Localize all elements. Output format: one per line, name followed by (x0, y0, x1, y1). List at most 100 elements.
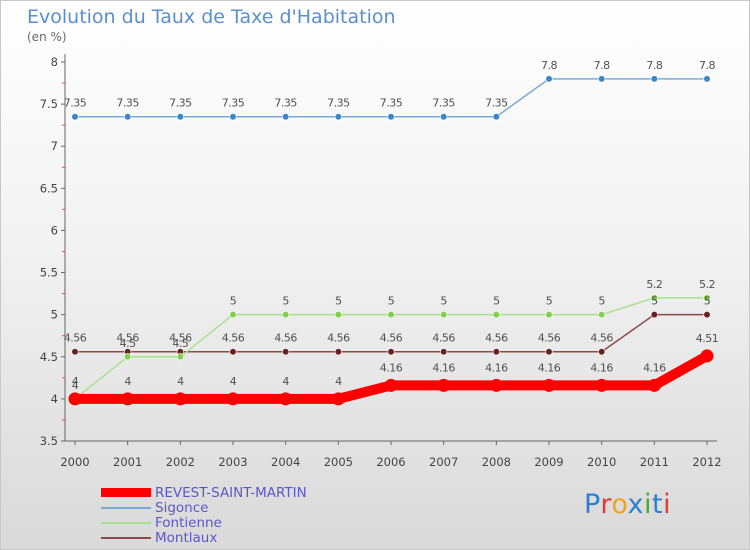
data-point (282, 113, 290, 121)
legend-swatch-sigonce (101, 506, 151, 509)
legend-label-sigonce: Sigonce (155, 499, 209, 516)
data-label: 5 (282, 295, 289, 308)
data-label: 4.16 (538, 361, 561, 374)
data-point (334, 348, 342, 356)
x-tick-label: 2006 (376, 455, 405, 469)
logo-letter: o (611, 489, 628, 520)
data-point (68, 392, 82, 406)
x-tick-label: 2008 (482, 455, 511, 469)
data-label: 4.56 (222, 332, 245, 345)
legend-label-revest: REVEST-SAINT-MARTIN (155, 484, 307, 501)
data-label: 7.35 (327, 97, 350, 110)
data-point (700, 349, 714, 363)
legend-item-fontienne[interactable]: Fontienne (101, 514, 307, 531)
data-point (229, 311, 237, 319)
data-point (124, 113, 132, 121)
x-tick-label: 2003 (218, 455, 247, 469)
legend-swatch-montlaux (101, 536, 151, 539)
logo-letter: t (652, 489, 664, 520)
x-tick-label: 2011 (640, 455, 669, 469)
data-point (282, 311, 290, 319)
data-label: 4 (230, 375, 237, 388)
data-label: 4.56 (590, 332, 613, 345)
data-point (542, 378, 556, 392)
data-point (226, 392, 240, 406)
data-point (492, 348, 500, 356)
data-point (387, 311, 395, 319)
data-point (121, 392, 135, 406)
data-point (440, 311, 448, 319)
y-tick-label: 5 (51, 308, 58, 322)
data-label: 4.16 (590, 361, 613, 374)
logo-letter: i (644, 489, 653, 520)
data-point (71, 348, 79, 356)
data-point (71, 113, 79, 121)
logo-letter: P (584, 489, 601, 520)
y-tick-label: 5.5 (40, 266, 58, 280)
data-point (279, 392, 293, 406)
data-point (176, 353, 184, 361)
data-point (545, 348, 553, 356)
data-label: 4 (72, 379, 79, 392)
data-point (334, 311, 342, 319)
data-point (650, 311, 658, 319)
logo-letter: i (663, 489, 672, 520)
proxiti-logo[interactable]: Proxiti (584, 489, 671, 520)
data-label: 4.5 (172, 337, 188, 350)
data-point (387, 348, 395, 356)
data-label: 5 (546, 295, 553, 308)
data-label: 5 (230, 295, 237, 308)
data-label: 4.16 (643, 361, 666, 374)
y-tick-label: 7.5 (40, 97, 58, 111)
data-point (703, 75, 711, 83)
data-label: 4.16 (485, 361, 508, 374)
data-point (489, 378, 503, 392)
data-label: 4.5 (120, 337, 136, 350)
data-point (384, 378, 398, 392)
x-tick-label: 2002 (166, 455, 195, 469)
data-point (703, 311, 711, 319)
data-point (437, 378, 451, 392)
y-tick-label: 4 (51, 392, 58, 406)
y-tick-label: 6.5 (40, 181, 58, 195)
data-point (331, 392, 345, 406)
data-label: 7.35 (274, 97, 297, 110)
data-label: 7.8 (594, 59, 610, 72)
legend-item-revest[interactable]: REVEST-SAINT-MARTIN (101, 484, 307, 501)
x-tick-label: 2009 (534, 455, 563, 469)
legend-item-montlaux[interactable]: Montlaux (101, 529, 307, 546)
y-tick-label: 6 (51, 223, 58, 237)
data-label: 4.56 (116, 332, 139, 345)
legend-swatch-revest (101, 488, 151, 497)
data-label: 5 (335, 295, 342, 308)
data-point (647, 378, 661, 392)
x-tick-label: 2001 (113, 455, 142, 469)
legend-label-fontienne: Fontienne (155, 514, 222, 531)
data-point (387, 113, 395, 121)
data-point (545, 75, 553, 83)
data-point (229, 348, 237, 356)
legend-item-sigonce[interactable]: Sigonce (101, 499, 307, 516)
data-point (440, 348, 448, 356)
data-label: 7.35 (380, 97, 403, 110)
data-point (176, 113, 184, 121)
data-label: 5 (388, 295, 395, 308)
data-label: 4.56 (538, 332, 561, 345)
data-label: 4.51 (696, 332, 719, 345)
data-label: 7.8 (646, 59, 662, 72)
data-point (440, 113, 448, 121)
data-point (492, 311, 500, 319)
y-tick-label: 7 (51, 139, 58, 153)
chart-legend: REVEST-SAINT-MARTIN Sigonce Fontienne Mo… (101, 484, 307, 546)
data-label: 7.8 (541, 59, 557, 72)
legend-swatch-fontienne (101, 521, 151, 524)
x-tick-label: 2010 (587, 455, 616, 469)
data-label: 7.35 (432, 97, 455, 110)
data-label: 7.35 (116, 97, 139, 110)
y-tick-label: 8 (51, 55, 58, 69)
data-label: 5 (440, 295, 447, 308)
data-label: 7.35 (64, 97, 87, 110)
data-point (229, 113, 237, 121)
legend-label-montlaux: Montlaux (155, 529, 218, 546)
